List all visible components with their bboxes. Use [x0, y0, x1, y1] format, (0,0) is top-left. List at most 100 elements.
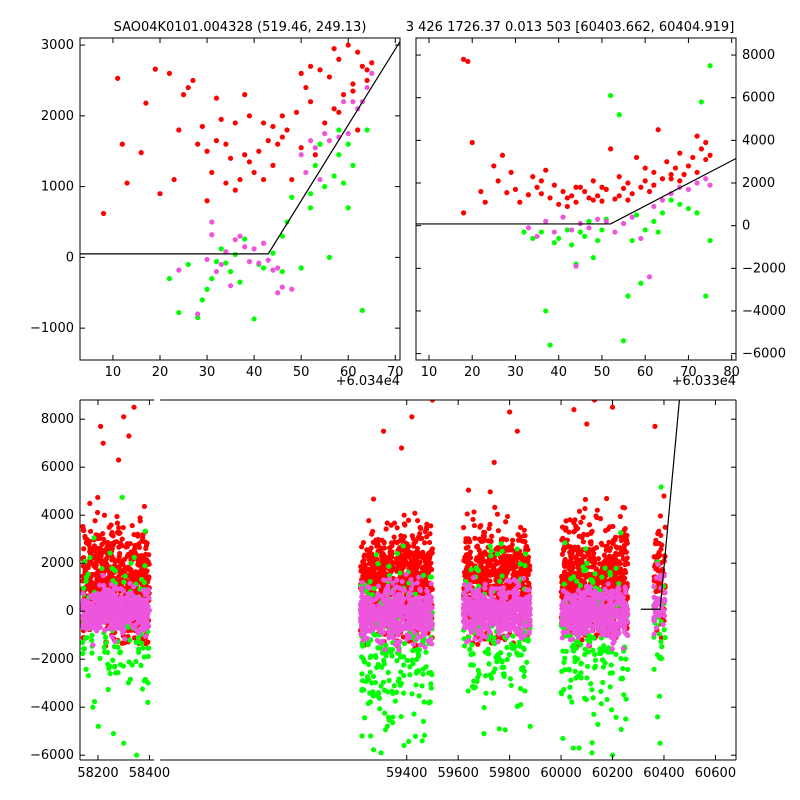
green-point: [508, 682, 514, 689]
pink-point: [367, 604, 373, 611]
red-point: [409, 533, 415, 539]
red-point: [242, 152, 248, 158]
red-point: [386, 545, 393, 551]
red-point: [703, 139, 709, 146]
red-point: [566, 529, 572, 535]
red-point: [364, 67, 370, 73]
red-point: [85, 564, 91, 571]
red-point: [585, 550, 592, 556]
green-point: [410, 661, 416, 667]
pink-point: [96, 602, 103, 608]
red-point: [171, 176, 177, 183]
red-point: [582, 188, 588, 195]
green-point: [491, 639, 497, 645]
green-point: [428, 669, 434, 676]
green-point: [504, 656, 510, 663]
top-right-x-offset-label: +6.033e4: [672, 374, 736, 389]
green-point: [393, 689, 400, 695]
pink-point: [646, 274, 653, 280]
y-tick-label: 3000: [41, 38, 74, 53]
green-point: [406, 738, 412, 745]
red-point: [331, 46, 337, 52]
green-point: [412, 733, 418, 739]
red-point: [136, 561, 142, 567]
pink-point: [112, 602, 118, 609]
green-point: [398, 680, 405, 686]
red-point: [394, 565, 400, 571]
red-point: [369, 60, 375, 66]
green-point: [604, 696, 610, 703]
red-point: [424, 534, 430, 540]
green-point: [401, 672, 407, 679]
green-point: [270, 250, 276, 256]
red-point: [426, 562, 432, 568]
green-point: [375, 661, 381, 668]
y-tick-label: 8000: [742, 48, 775, 63]
pink-point: [395, 591, 402, 597]
red-point: [227, 155, 234, 161]
green-point: [394, 658, 400, 664]
green-point: [237, 279, 243, 285]
red-point: [638, 184, 644, 190]
green-point: [145, 645, 151, 651]
red-point: [652, 423, 658, 429]
green-point: [620, 338, 627, 344]
pink-point: [223, 249, 229, 255]
pink-point: [106, 626, 112, 632]
pink-point: [386, 605, 392, 611]
green-point: [362, 715, 368, 721]
red-point: [98, 553, 104, 559]
pink-point: [94, 624, 100, 630]
red-point: [293, 109, 300, 115]
green-point: [677, 201, 683, 207]
green-point: [209, 276, 215, 282]
red-point: [651, 182, 657, 188]
green-point: [390, 714, 396, 720]
red-point: [270, 123, 276, 130]
green-point: [90, 704, 96, 710]
red-point: [707, 152, 713, 158]
green-point: [364, 127, 370, 133]
green-point: [621, 692, 627, 698]
red-point: [402, 522, 408, 528]
green-point: [562, 655, 568, 661]
red-point: [406, 543, 412, 550]
pink-point: [100, 572, 106, 579]
pink-point: [128, 613, 134, 620]
green-point: [500, 671, 506, 677]
pink-point: [115, 613, 121, 619]
green-point: [391, 683, 397, 689]
pink-point: [629, 214, 635, 220]
green-point: [569, 242, 575, 248]
pink-point: [98, 594, 104, 600]
red-point: [396, 555, 403, 561]
red-point: [195, 141, 201, 147]
red-point: [143, 641, 149, 647]
pink-point: [414, 580, 420, 586]
pink-point: [87, 593, 94, 599]
green-point: [465, 688, 471, 694]
green-point: [375, 561, 381, 567]
pink-point: [685, 186, 692, 193]
green-point: [497, 578, 503, 584]
pink-point: [551, 229, 557, 235]
pink-point: [251, 246, 257, 252]
red-point: [372, 573, 378, 580]
pink-point: [416, 574, 422, 580]
red-point: [478, 523, 484, 529]
green-point: [107, 663, 113, 669]
pink-point: [392, 613, 398, 619]
pink-point: [405, 594, 412, 600]
pink-point: [110, 626, 116, 632]
red-point: [664, 159, 670, 165]
red-point: [482, 537, 488, 543]
red-point: [100, 559, 106, 565]
green-point: [590, 635, 597, 641]
red-point: [143, 551, 149, 557]
red-point: [642, 178, 648, 184]
red-point: [424, 521, 430, 527]
red-point: [355, 127, 361, 133]
pink-point: [359, 579, 366, 586]
green-point: [584, 675, 590, 681]
red-point: [414, 551, 420, 558]
